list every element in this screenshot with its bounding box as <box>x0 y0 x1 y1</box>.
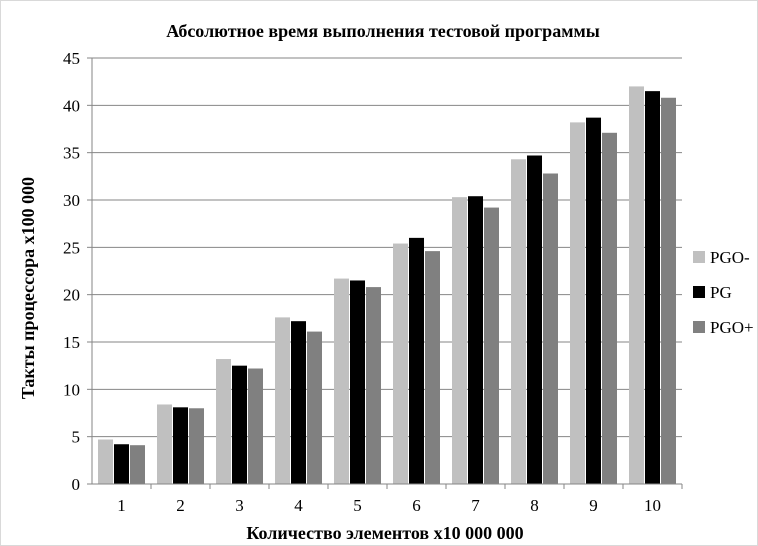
bar-PGO+-8 <box>543 173 558 484</box>
bar-PG-1 <box>114 444 129 484</box>
bar-PGO--1 <box>98 439 113 484</box>
bar-PG-10 <box>645 91 660 484</box>
x-tick-label: 7 <box>471 496 480 515</box>
legend-label: PGO- <box>710 248 750 267</box>
y-tick-label: 10 <box>63 380 80 399</box>
legend-swatch <box>693 321 705 333</box>
bars <box>98 86 676 485</box>
y-tick-labels: 0 5 10 15 20 25 30 35 40 45 <box>63 49 92 494</box>
x-tick-label: 2 <box>176 496 185 515</box>
chart-title: Абсолютное время выполнения тестовой про… <box>166 21 600 41</box>
bar-PGO--5 <box>334 278 349 484</box>
x-tick-label: 10 <box>644 496 661 515</box>
y-axis-label: Такты процессора х100 000 <box>18 177 38 399</box>
bar-PGO--2 <box>157 404 172 484</box>
y-tick-label: 35 <box>63 144 80 163</box>
legend: PGO- PG PGO+ <box>693 248 754 337</box>
bar-PGO+-7 <box>484 207 499 484</box>
y-tick-label: 30 <box>63 191 80 210</box>
bar-PGO+-1 <box>130 445 145 484</box>
bar-PGO+-10 <box>661 97 676 484</box>
x-tick-label: 3 <box>235 496 244 515</box>
legend-label: PGO+ <box>710 318 754 337</box>
bar-PGO+-3 <box>248 368 263 484</box>
bar-PG-4 <box>291 321 306 484</box>
x-tick-label: 9 <box>589 496 598 515</box>
legend-label: PG <box>710 283 732 302</box>
bar-PG-5 <box>350 280 365 484</box>
x-axis-label: Количество элементов х10 000 000 <box>246 523 523 543</box>
bar-PG-8 <box>527 155 542 485</box>
bar-PG-7 <box>468 196 483 485</box>
bar-PGO--4 <box>275 317 290 484</box>
bar-PGO--6 <box>393 243 408 484</box>
bar-PGO+-5 <box>366 287 381 484</box>
y-tick-label: 25 <box>63 238 80 257</box>
bar-PGO+-4 <box>307 331 322 484</box>
x-tick-label: 6 <box>412 496 421 515</box>
x-tick-labels: 1 2 3 4 5 6 7 8 9 10 <box>117 484 683 515</box>
bar-PGO--9 <box>570 122 585 484</box>
bar-PG-9 <box>586 117 601 484</box>
x-tick-label: 8 <box>530 496 539 515</box>
y-tick-label: 45 <box>63 49 80 68</box>
y-tick-label: 5 <box>72 428 81 447</box>
bar-PGO--10 <box>629 86 644 485</box>
x-tick-label: 4 <box>294 496 303 515</box>
y-tick-label: 15 <box>63 333 80 352</box>
x-tick-label: 5 <box>353 496 362 515</box>
legend-swatch <box>693 251 705 263</box>
bar-PGO--3 <box>216 359 231 484</box>
y-tick-label: 0 <box>72 475 81 494</box>
y-tick-label: 40 <box>63 96 80 115</box>
bar-PG-3 <box>232 365 247 484</box>
bar-PGO+-9 <box>602 132 617 484</box>
bar-PGO--7 <box>452 197 467 484</box>
bar-PGO+-2 <box>189 408 204 484</box>
x-tick-label: 1 <box>117 496 126 515</box>
bar-PGO+-6 <box>425 251 440 484</box>
bar-PG-2 <box>173 407 188 484</box>
bar-PGO--8 <box>511 159 526 484</box>
y-tick-label: 20 <box>63 286 80 305</box>
legend-swatch <box>693 286 705 298</box>
bar-PG-6 <box>409 237 424 484</box>
